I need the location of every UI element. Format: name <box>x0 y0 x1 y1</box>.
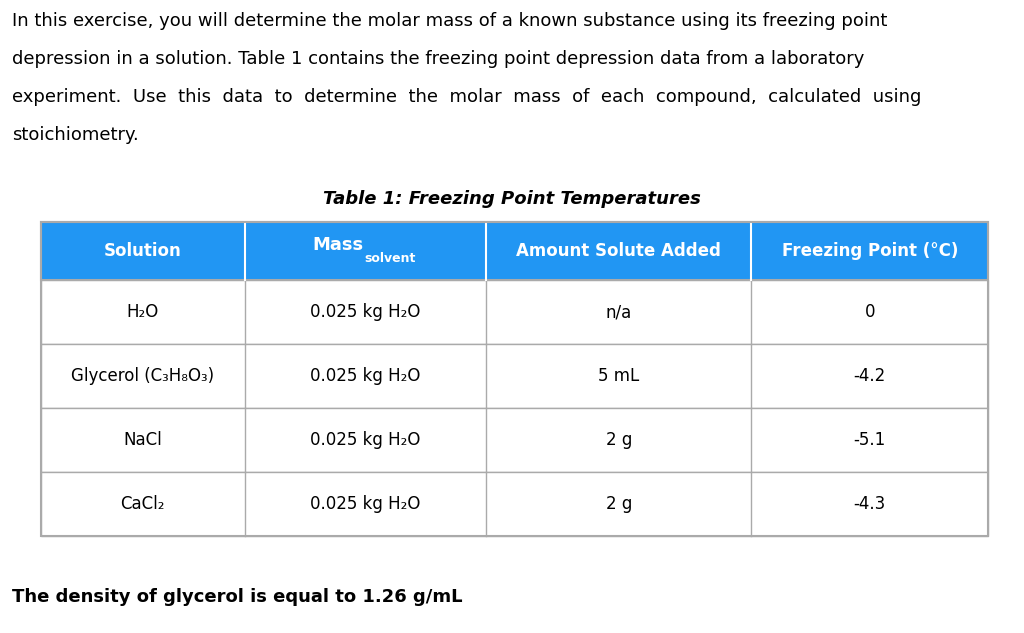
Text: The density of glycerol is equal to 1.26 g/mL: The density of glycerol is equal to 1.26… <box>12 588 463 606</box>
Text: 2 g: 2 g <box>605 495 632 513</box>
Text: -4.3: -4.3 <box>854 495 886 513</box>
Text: 0.025 kg H₂O: 0.025 kg H₂O <box>310 431 421 449</box>
Bar <box>41 280 988 344</box>
Text: Table 1: Freezing Point Temperatures: Table 1: Freezing Point Temperatures <box>323 190 701 208</box>
Text: solvent: solvent <box>365 251 416 265</box>
Text: stoichiometry.: stoichiometry. <box>12 126 138 144</box>
Text: 0.025 kg H₂O: 0.025 kg H₂O <box>310 495 421 513</box>
Text: depression in a solution. Table 1 contains the freezing point depression data fr: depression in a solution. Table 1 contai… <box>12 50 864 68</box>
Text: Glycerol (C₃H₈O₃): Glycerol (C₃H₈O₃) <box>72 367 214 385</box>
Bar <box>41 408 988 472</box>
Text: 5 mL: 5 mL <box>598 367 639 385</box>
Text: 0: 0 <box>864 303 876 321</box>
Text: In this exercise, you will determine the molar mass of a known substance using i: In this exercise, you will determine the… <box>12 12 888 30</box>
Text: NaCl: NaCl <box>124 431 162 449</box>
Text: n/a: n/a <box>605 303 632 321</box>
Text: -5.1: -5.1 <box>854 431 886 449</box>
Text: experiment.  Use  this  data  to  determine  the  molar  mass  of  each  compoun: experiment. Use this data to determine t… <box>12 88 922 106</box>
Text: CaCl₂: CaCl₂ <box>121 495 165 513</box>
Text: Amount Solute Added: Amount Solute Added <box>516 242 721 260</box>
Bar <box>41 222 988 280</box>
Text: 2 g: 2 g <box>605 431 632 449</box>
Text: -4.2: -4.2 <box>854 367 886 385</box>
Bar <box>41 344 988 408</box>
Text: 0.025 kg H₂O: 0.025 kg H₂O <box>310 303 421 321</box>
Text: Freezing Point (°C): Freezing Point (°C) <box>781 242 957 260</box>
Text: Solution: Solution <box>103 242 181 260</box>
Bar <box>41 222 988 280</box>
Bar <box>41 472 988 536</box>
Text: Mass: Mass <box>312 236 364 254</box>
Text: H₂O: H₂O <box>127 303 159 321</box>
Text: 0.025 kg H₂O: 0.025 kg H₂O <box>310 367 421 385</box>
Bar <box>41 222 988 536</box>
